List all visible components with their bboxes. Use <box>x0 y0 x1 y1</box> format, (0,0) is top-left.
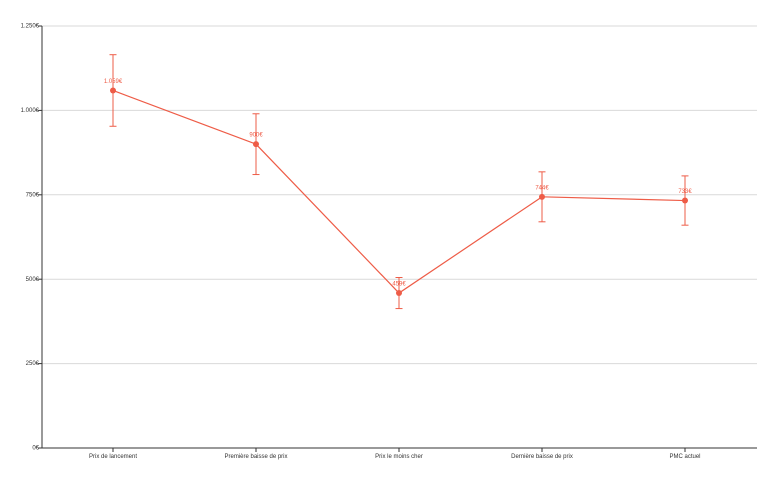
y-tick-label: 0€ <box>32 446 39 452</box>
y-axis-ticks: 0€ 250€ 500€ 750€ 1.000€ 1.250€ <box>21 24 42 452</box>
data-label: 459€ <box>392 282 406 288</box>
data-point <box>110 87 116 94</box>
data-label: 900€ <box>249 133 263 139</box>
x-tick-label: PMC actuel <box>669 454 700 460</box>
data-label: 744€ <box>535 185 549 191</box>
x-tick-label: Prix le moins cher <box>375 454 423 460</box>
axes <box>41 26 757 449</box>
x-tick-label: Prix de lancement <box>89 454 137 460</box>
data-point <box>682 197 688 204</box>
data-point <box>396 290 402 297</box>
y-tick-label: 500€ <box>26 277 40 283</box>
y-tick-label: 1.000€ <box>21 108 40 114</box>
y-tick-label: 250€ <box>26 361 40 367</box>
y-tick-label: 750€ <box>26 192 40 198</box>
gridlines <box>42 25 757 365</box>
series-group: 1.059€ 900€ 459€ 744€ 733€ <box>104 54 692 310</box>
x-axis-ticks: Prix de lancement Première baisse de prix… <box>89 448 701 460</box>
x-tick-label: Dernière baisse de prix <box>511 454 573 460</box>
x-tick-label: Première baisse de prix <box>224 454 287 460</box>
data-label: 1.059€ <box>104 79 123 85</box>
data-point <box>539 193 545 200</box>
y-tick-label: 1.250€ <box>21 24 40 30</box>
data-label: 733€ <box>678 189 692 195</box>
data-point <box>253 141 259 148</box>
series-line <box>112 89 686 294</box>
